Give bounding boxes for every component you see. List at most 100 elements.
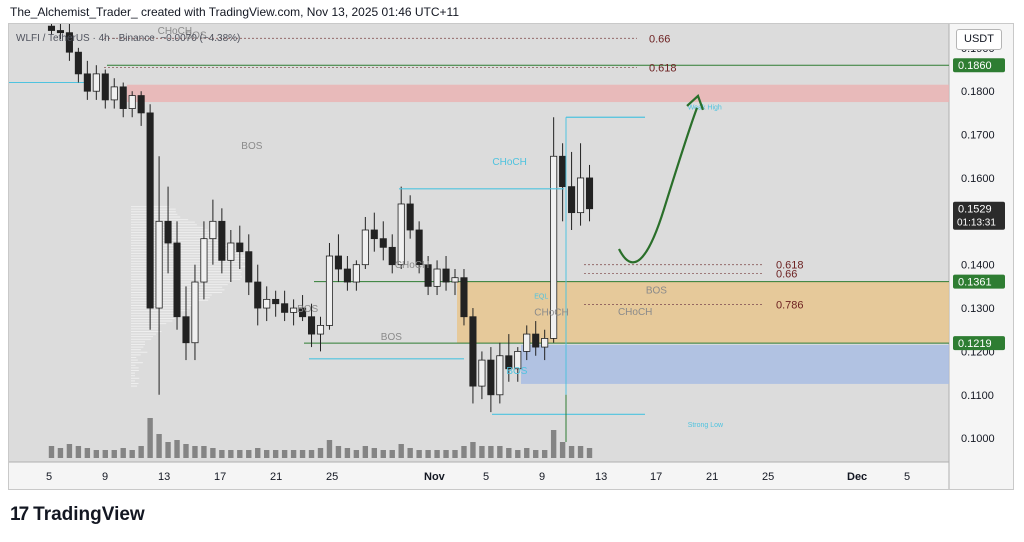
candle-body xyxy=(84,74,90,91)
candle-body xyxy=(120,87,126,109)
candle-body xyxy=(165,221,171,243)
volume-bar xyxy=(228,450,233,458)
candle-body xyxy=(147,113,153,308)
candle-body xyxy=(344,269,350,282)
tradingview-logo-text: TradingView xyxy=(33,504,145,526)
candle-body xyxy=(568,187,574,213)
candle-body xyxy=(524,334,530,351)
candle-body xyxy=(488,360,494,395)
volume-bar xyxy=(354,450,359,458)
candle-body xyxy=(479,360,485,386)
price-tick: 0.1600 xyxy=(961,173,995,185)
volume-bar xyxy=(67,444,72,458)
volume-bar xyxy=(49,446,54,458)
volume-bar xyxy=(497,446,502,458)
annotation-label: BOS xyxy=(241,141,262,152)
candle-body xyxy=(434,269,440,286)
time-tick: Nov xyxy=(424,471,446,483)
volume-bar xyxy=(129,450,134,458)
time-tick: 21 xyxy=(270,471,282,483)
volume-bar xyxy=(327,440,332,458)
annotation-label: EQL xyxy=(534,294,548,301)
candle-body xyxy=(138,96,144,113)
volume-bar xyxy=(255,448,260,458)
candle-body xyxy=(443,269,449,282)
volume-bar xyxy=(147,418,152,458)
volume-bar xyxy=(390,450,395,458)
time-tick: 25 xyxy=(762,471,774,483)
volume-bar xyxy=(479,446,484,458)
volume-bar xyxy=(94,450,99,458)
candle-body xyxy=(273,299,279,303)
volume-bar xyxy=(578,446,583,458)
volume-bar xyxy=(345,448,350,458)
time-tick: 21 xyxy=(706,471,718,483)
volume-bar xyxy=(542,450,547,458)
zone-supply xyxy=(127,85,949,102)
price-chart[interactable]: 0.660.6180.6180.660.786CHoCHCHoCHBOSBOSB… xyxy=(9,24,1013,489)
price-tick: 0.1000 xyxy=(961,433,995,445)
time-tick: Dec xyxy=(847,471,867,483)
volume-bar xyxy=(515,450,520,458)
time-tick: 9 xyxy=(539,471,545,483)
volume-bar xyxy=(461,446,466,458)
candle-body xyxy=(246,252,252,282)
price-tick: 0.1700 xyxy=(961,130,995,142)
candle-body xyxy=(93,74,99,91)
volume-bar xyxy=(165,442,170,458)
volume-bar xyxy=(506,448,511,458)
candle-body xyxy=(48,26,54,30)
candle-body xyxy=(353,265,359,282)
volume-bar xyxy=(183,444,188,458)
candle-body xyxy=(461,278,467,317)
candle-body xyxy=(102,74,108,100)
volume-bar xyxy=(201,446,206,458)
fib-label: 0.66 xyxy=(649,33,670,45)
time-tick: 5 xyxy=(904,471,910,483)
volume-bar xyxy=(363,446,368,458)
candle-body xyxy=(362,230,368,265)
annotation-label: BOS xyxy=(381,332,402,343)
candle-body xyxy=(308,317,314,334)
volume-bar xyxy=(425,450,430,458)
volume-bar xyxy=(336,446,341,458)
candle-body xyxy=(452,278,458,282)
volume-bar xyxy=(434,450,439,458)
volume-bar xyxy=(587,448,592,458)
candle-body xyxy=(129,96,135,109)
price-tick: 0.1400 xyxy=(961,260,995,272)
annotation-label: BOS xyxy=(297,304,318,315)
chart-frame[interactable]: 0.66 0.618 0.618 0.66 0.786 CHoCH CHoCH BOS BOS B… xyxy=(8,23,1014,490)
zone-demand-orange xyxy=(457,282,949,344)
candle-body xyxy=(255,282,261,308)
candle-body xyxy=(380,239,386,248)
chart-header: The_Alchemist_Trader_ created with Tradi… xyxy=(10,5,459,19)
candle-body xyxy=(371,230,377,239)
price-tick: 0.1800 xyxy=(961,86,995,98)
candle-body xyxy=(156,221,162,308)
volume-bar xyxy=(192,446,197,458)
symbol-info: WLFI / TetherUS · 4h · Binance −0.0070 (… xyxy=(16,33,240,44)
volume-bar xyxy=(470,442,475,458)
candle-body xyxy=(111,87,117,100)
volume-bar xyxy=(138,446,143,458)
candle-body xyxy=(577,178,583,213)
candle-body xyxy=(533,334,539,347)
volume-bar xyxy=(372,448,377,458)
volume-bar xyxy=(264,450,269,458)
annotation-label: CHoCH xyxy=(492,157,526,168)
volume-bar xyxy=(112,450,117,458)
annotation-label: BOS xyxy=(646,285,667,296)
price-label: 0.1860 xyxy=(958,60,992,72)
candle-body xyxy=(174,243,180,317)
volume-bar xyxy=(300,450,305,458)
candle-body xyxy=(407,204,413,230)
volume-bar xyxy=(273,450,278,458)
candle-body xyxy=(542,338,548,347)
volume-bar xyxy=(58,448,63,458)
tradingview-logo-icon: 17 xyxy=(10,504,27,526)
annotation-label: CHoCH xyxy=(395,260,429,271)
volume-bar xyxy=(488,446,493,458)
currency-button[interactable]: USDT xyxy=(956,29,1002,50)
time-tick: 13 xyxy=(158,471,170,483)
